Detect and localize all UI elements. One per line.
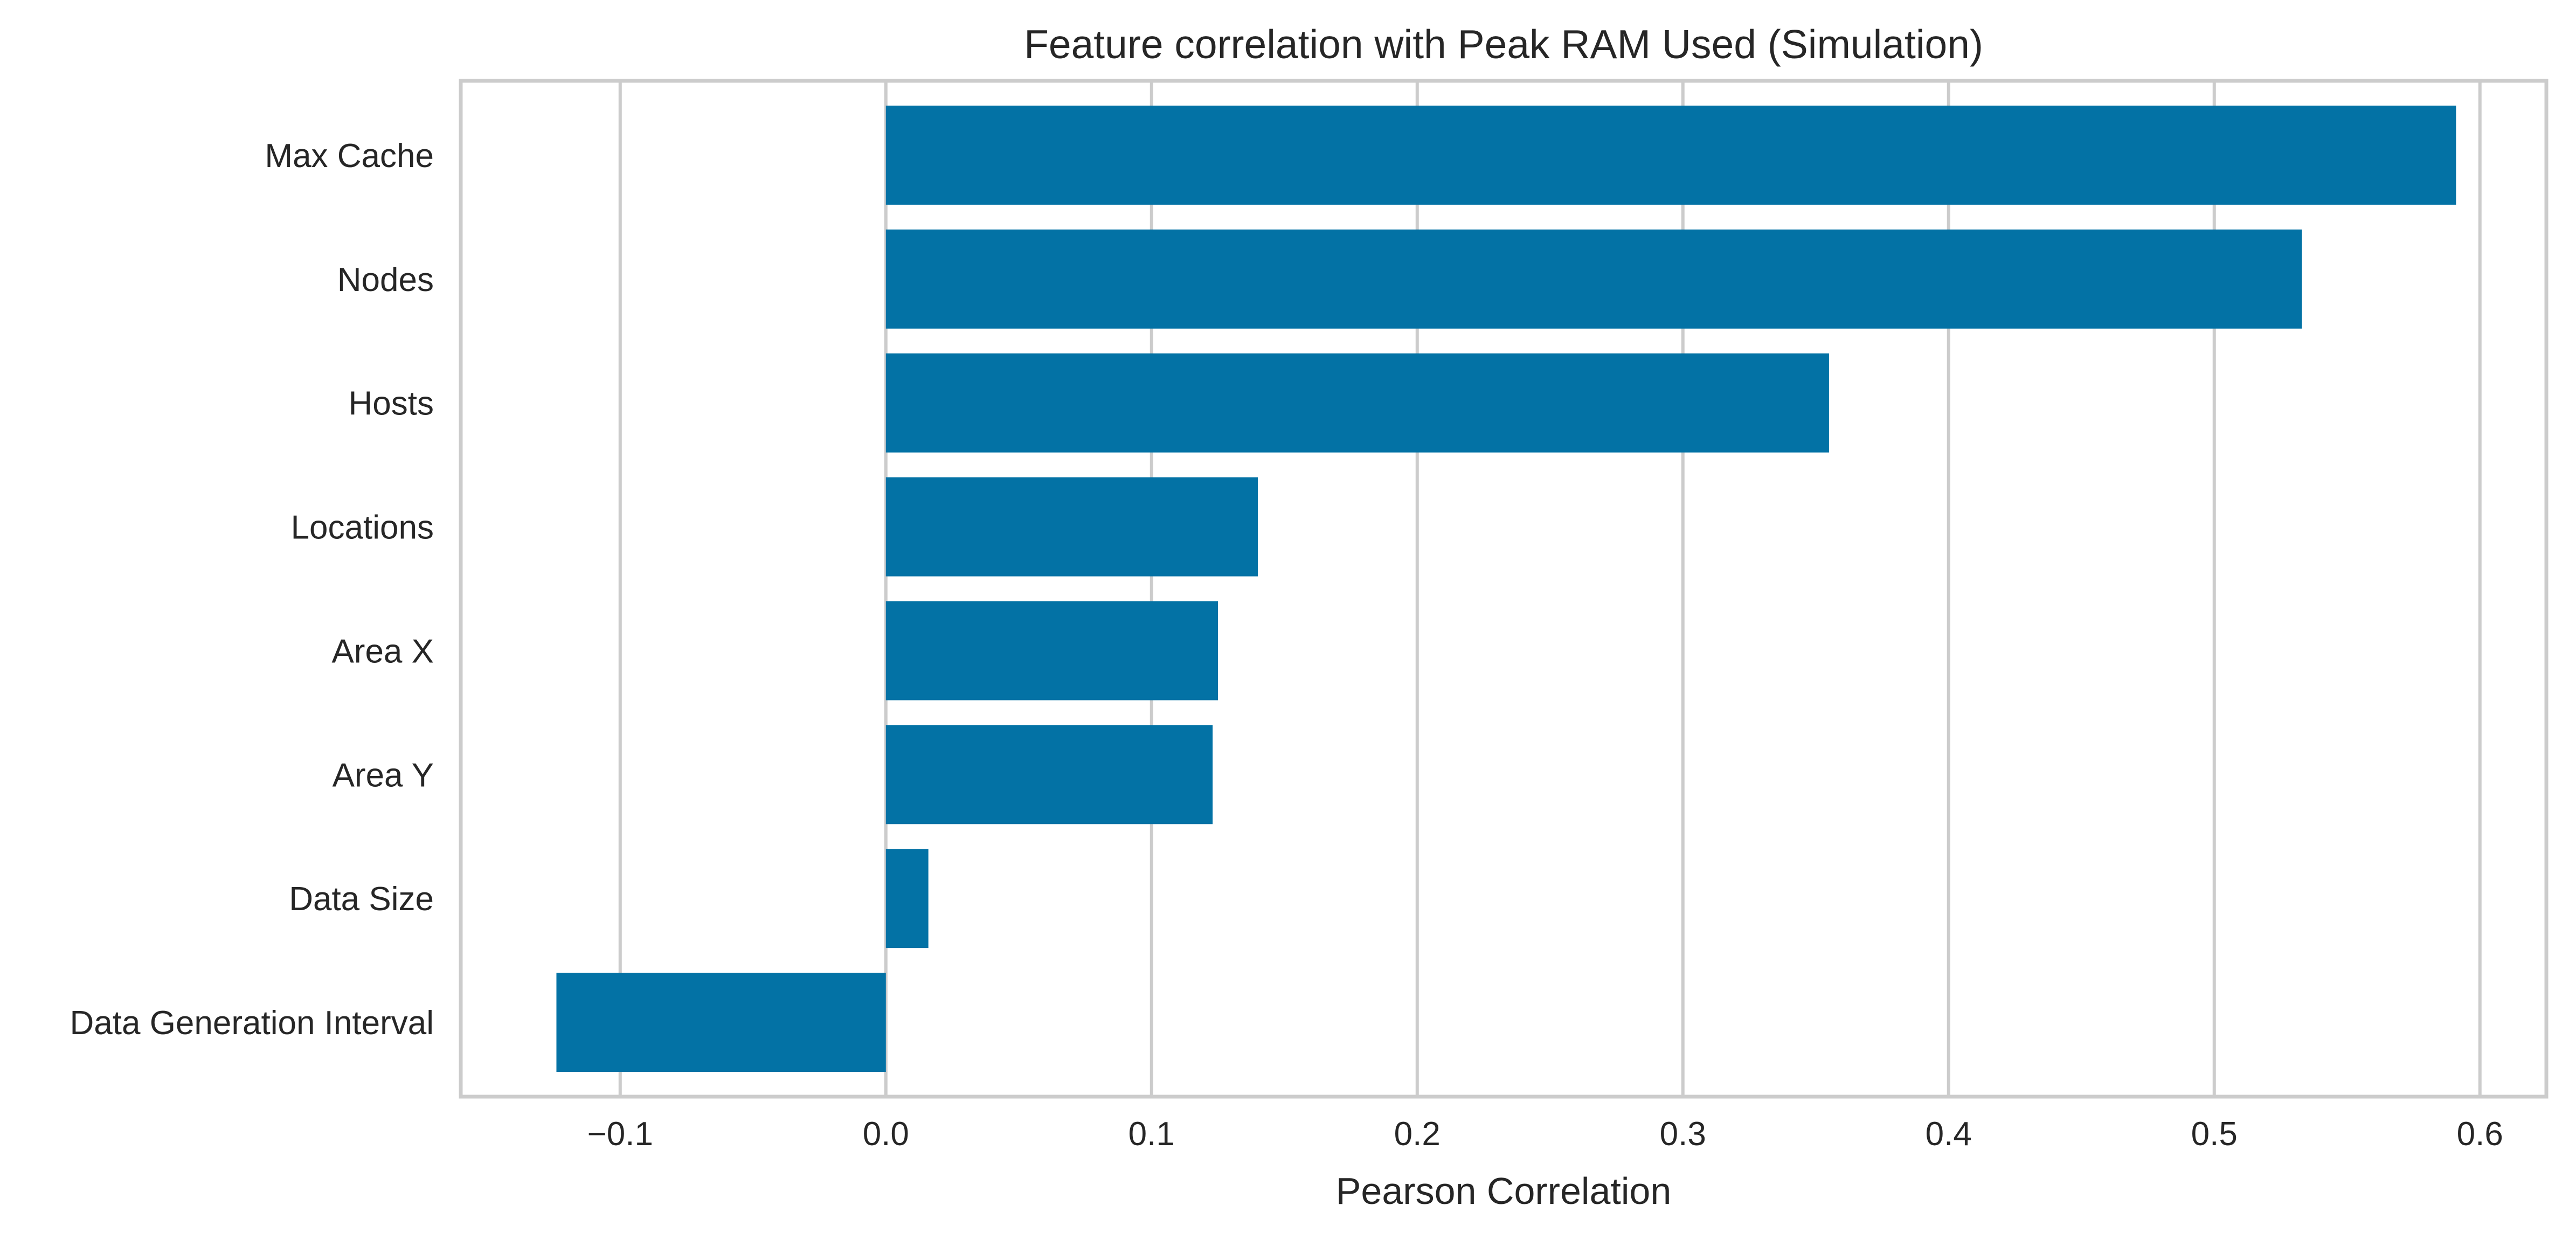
y-tick-label: Data Generation Interval (70, 1005, 434, 1042)
chart-title: Feature correlation with Peak RAM Used (… (1024, 22, 1983, 67)
x-tick-label: −0.1 (587, 1116, 653, 1153)
bar (556, 973, 886, 1072)
x-axis-label: Pearson Correlation (1336, 1170, 1672, 1212)
y-tick-label: Area X (331, 633, 434, 670)
y-tick-label: Hosts (349, 385, 434, 422)
plot-frame (459, 79, 2549, 1099)
x-tick-label: 0.2 (1394, 1116, 1441, 1153)
y-tick-label: Area Y (333, 757, 434, 794)
x-tick-label: 0.5 (2191, 1116, 2238, 1153)
x-tick-label: 0.0 (863, 1116, 909, 1153)
bar (885, 725, 1213, 825)
bars (556, 105, 2456, 1072)
y-tick-labels: Max Cache Nodes Hosts Locations Area X Area Y… (70, 137, 434, 1042)
bar (885, 601, 1218, 701)
bar (885, 477, 1258, 577)
bar (885, 353, 1829, 453)
x-tick-label: 0.4 (1926, 1116, 1972, 1153)
y-tick-label: Data Size (289, 881, 434, 918)
bar (885, 849, 929, 948)
x-tick-labels: −0.1 0.0 0.1 0.2 0.3 0.4 0.5 0.6 (587, 1116, 2503, 1153)
bar (885, 229, 2302, 329)
bar (885, 105, 2456, 205)
y-tick-label: Locations (291, 509, 434, 546)
x-tick-label: 0.1 (1128, 1116, 1175, 1153)
y-tick-label: Max Cache (265, 137, 434, 175)
x-tick-label: 0.3 (1660, 1116, 1706, 1153)
x-tick-label: 0.6 (2457, 1116, 2503, 1153)
y-tick-label: Nodes (337, 261, 434, 299)
